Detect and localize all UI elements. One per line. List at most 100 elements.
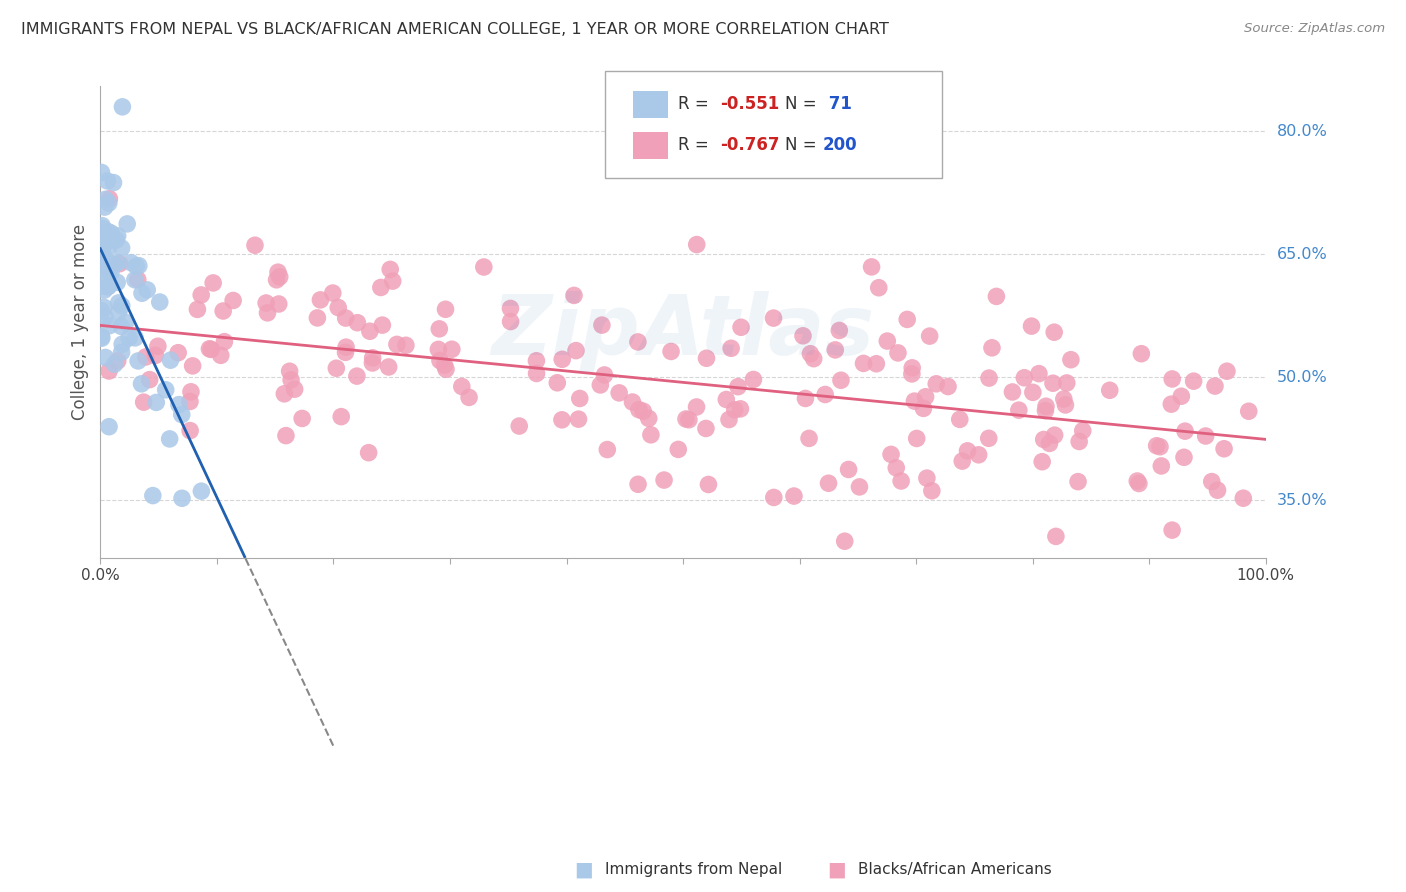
Point (202, 276, 225, 290)
Point (370, 280, 392, 294)
Point (1043, 428, 1066, 442)
Point (1174, 424, 1197, 438)
Point (243, 238, 266, 252)
Point (1232, 491, 1254, 506)
Point (884, 460, 907, 475)
Point (132, 395, 155, 409)
Point (380, 262, 402, 277)
Point (1042, 376, 1064, 391)
Point (111, 337, 134, 351)
Point (97, 280, 120, 294)
Point (149, 295, 172, 310)
Point (565, 343, 588, 358)
Point (127, 272, 149, 286)
Point (167, 398, 190, 412)
Point (1170, 389, 1192, 403)
Point (1031, 455, 1053, 469)
Point (678, 413, 700, 427)
Point (865, 357, 887, 371)
Point (903, 394, 925, 409)
Point (627, 402, 650, 417)
Text: ZipAtlas: ZipAtlas (492, 291, 875, 372)
Point (335, 345, 357, 359)
Text: 71: 71 (823, 95, 852, 113)
Point (90, 165, 112, 179)
Point (1071, 424, 1094, 438)
Point (190, 288, 212, 302)
Point (111, 241, 134, 255)
Point (1126, 474, 1149, 488)
Point (284, 382, 307, 396)
Point (307, 310, 329, 325)
Text: Source: ZipAtlas.com: Source: ZipAtlas.com (1244, 22, 1385, 36)
Point (128, 259, 150, 273)
Point (1032, 433, 1054, 447)
Point (346, 369, 368, 384)
Point (695, 351, 717, 366)
Point (868, 281, 890, 295)
Point (562, 288, 585, 302)
Point (269, 269, 291, 284)
Point (675, 412, 697, 426)
Point (335, 311, 357, 326)
Point (1173, 450, 1195, 465)
Text: 35.0%: 35.0% (1277, 492, 1327, 508)
Point (508, 419, 530, 434)
Text: 200: 200 (823, 136, 858, 154)
Point (377, 359, 399, 374)
Point (1128, 476, 1150, 491)
Point (568, 392, 591, 406)
Point (936, 379, 959, 393)
Point (280, 373, 302, 387)
Point (361, 351, 384, 365)
Point (1014, 371, 1036, 385)
Point (94, 264, 117, 278)
Point (335, 340, 357, 354)
Point (124, 331, 146, 345)
Point (93, 283, 115, 297)
Point (96, 174, 118, 188)
Point (273, 386, 295, 401)
Point (1035, 403, 1057, 417)
Point (93, 300, 115, 314)
Point (1195, 429, 1218, 443)
Point (170, 491, 193, 506)
Point (652, 473, 675, 487)
Point (115, 217, 138, 231)
Point (105, 233, 128, 247)
Point (361, 356, 384, 370)
Point (640, 427, 662, 442)
Text: 80.0%: 80.0% (1277, 124, 1327, 139)
Point (1161, 372, 1184, 386)
Point (596, 442, 619, 457)
Point (607, 385, 630, 400)
Point (94, 351, 117, 365)
Text: N =: N = (785, 136, 821, 154)
Point (551, 413, 574, 427)
Point (450, 379, 472, 393)
Point (814, 387, 837, 401)
Point (567, 412, 589, 426)
Text: -0.767: -0.767 (720, 136, 779, 154)
Point (254, 296, 277, 310)
Point (142, 489, 165, 503)
Point (499, 301, 522, 316)
Point (589, 378, 612, 392)
Point (103, 258, 125, 272)
Point (93, 279, 115, 293)
Point (1098, 384, 1121, 398)
Point (371, 318, 394, 332)
Point (591, 318, 613, 332)
Point (200, 343, 222, 357)
Point (526, 367, 548, 381)
Point (90, 253, 112, 268)
Point (91, 242, 114, 256)
Point (1056, 376, 1078, 390)
Point (266, 273, 288, 287)
Point (848, 480, 870, 494)
Point (131, 376, 153, 391)
Point (127, 354, 149, 368)
Point (155, 383, 177, 397)
Point (325, 361, 347, 376)
Point (1150, 458, 1173, 473)
